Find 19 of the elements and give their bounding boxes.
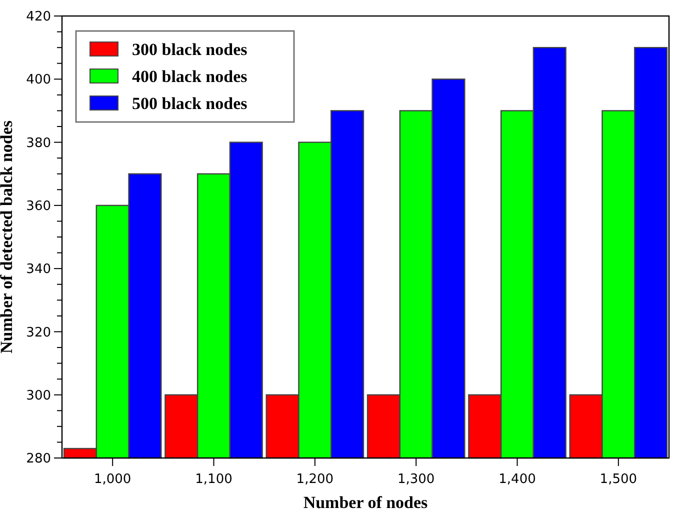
legend-label: 400 black nodes (132, 66, 248, 86)
y-tick-label: 400 (26, 72, 51, 88)
x-tick-label: 1,100 (195, 472, 232, 487)
x-tick-label: 1,400 (498, 472, 536, 487)
y-axis-title: Number of detected balck nodes (0, 120, 16, 354)
y-tick-label: 340 (26, 262, 51, 278)
x-tick-label: 1,200 (296, 472, 334, 487)
x-tick-label: 1,000 (94, 472, 132, 487)
x-tick-label: 1,300 (397, 472, 435, 487)
legend-label: 500 black nodes (132, 94, 248, 113)
y-tick-label: 280 (26, 452, 51, 467)
y-tick-label: 360 (26, 198, 51, 214)
y-tick-label: 320 (26, 325, 51, 340)
legend-label: 300 black nodes (132, 40, 248, 59)
y-tick-label: 380 (26, 136, 51, 151)
y-tick-label: 420 (26, 10, 51, 25)
x-tick-label: 1,500 (600, 472, 638, 487)
x-axis-title: Number of nodes (303, 493, 428, 512)
y-tick-label: 300 (26, 388, 51, 404)
